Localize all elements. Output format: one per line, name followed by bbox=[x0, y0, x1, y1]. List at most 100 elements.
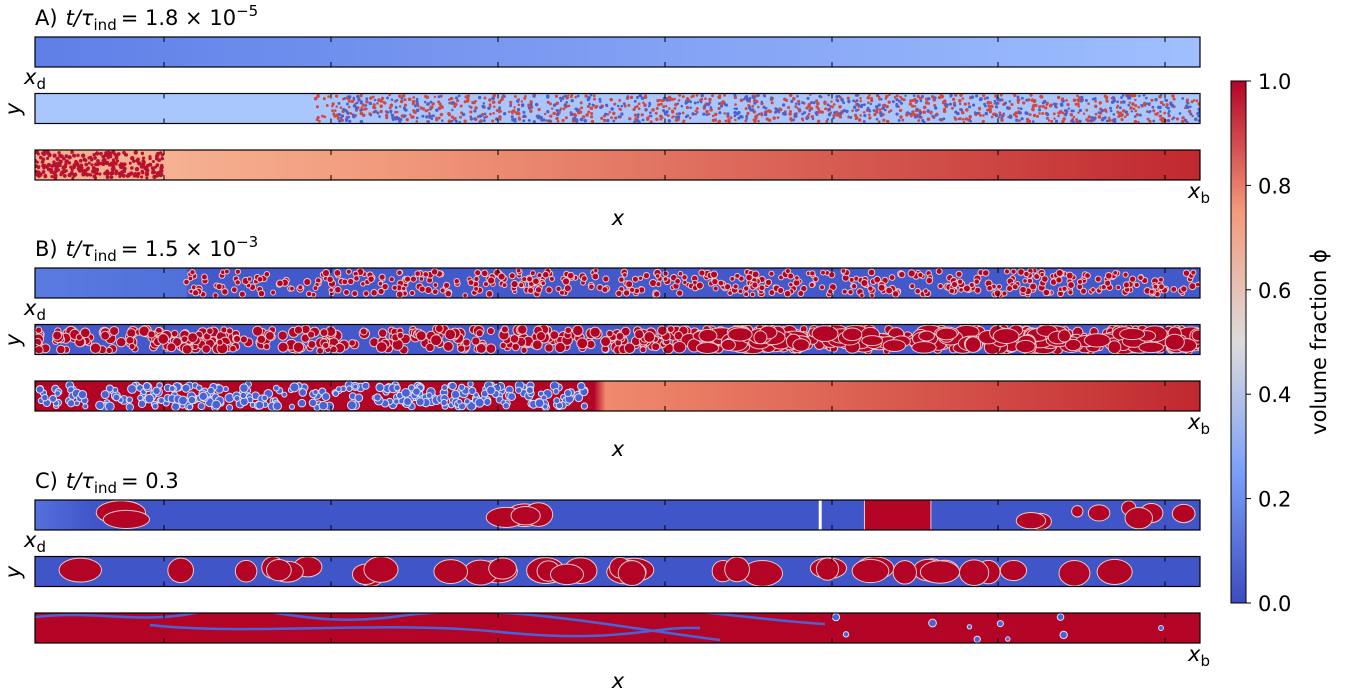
droplet bbox=[662, 96, 667, 101]
droplet bbox=[835, 114, 838, 117]
droplet bbox=[323, 115, 327, 119]
droplet bbox=[1158, 283, 1165, 291]
droplet bbox=[837, 94, 841, 98]
droplet bbox=[513, 106, 516, 109]
droplet bbox=[723, 93, 727, 97]
droplet bbox=[450, 101, 455, 105]
droplet bbox=[1172, 116, 1176, 120]
droplet bbox=[574, 95, 577, 99]
droplet bbox=[589, 106, 594, 111]
droplet bbox=[649, 120, 653, 124]
droplet bbox=[1066, 102, 1070, 107]
droplet bbox=[978, 98, 982, 102]
droplet bbox=[961, 110, 965, 115]
droplet bbox=[895, 112, 899, 116]
droplet bbox=[811, 325, 839, 343]
droplet bbox=[415, 99, 419, 103]
droplet bbox=[137, 399, 147, 409]
droplet bbox=[423, 100, 427, 104]
droplet bbox=[1089, 119, 1093, 122]
droplet bbox=[492, 112, 495, 115]
droplet bbox=[906, 111, 910, 114]
droplet bbox=[801, 119, 805, 122]
droplet bbox=[863, 113, 867, 118]
droplet bbox=[667, 114, 670, 117]
droplet bbox=[979, 114, 982, 117]
droplet bbox=[580, 275, 588, 283]
droplet bbox=[1018, 119, 1021, 123]
droplet bbox=[794, 105, 798, 109]
droplet bbox=[869, 292, 875, 298]
droplet bbox=[659, 102, 663, 106]
droplet bbox=[416, 102, 420, 106]
droplet bbox=[409, 113, 412, 116]
droplet bbox=[463, 100, 467, 104]
droplet bbox=[1022, 101, 1026, 105]
droplet bbox=[608, 110, 612, 114]
droplet bbox=[897, 119, 901, 122]
droplet bbox=[345, 119, 348, 123]
droplet bbox=[686, 97, 689, 100]
droplet bbox=[105, 175, 110, 180]
droplet bbox=[745, 117, 748, 120]
droplet bbox=[52, 330, 63, 341]
droplet bbox=[95, 400, 105, 411]
droplet bbox=[380, 96, 385, 101]
droplet bbox=[580, 402, 589, 410]
droplet bbox=[859, 292, 865, 298]
droplet bbox=[1074, 102, 1078, 106]
droplet bbox=[1006, 285, 1014, 293]
droplet bbox=[1027, 119, 1032, 123]
droplet bbox=[745, 273, 753, 282]
droplet bbox=[604, 112, 608, 116]
droplet bbox=[509, 104, 512, 108]
droplet bbox=[676, 115, 681, 119]
droplet bbox=[783, 289, 792, 298]
droplet bbox=[379, 99, 383, 103]
droplet bbox=[491, 96, 495, 101]
droplet bbox=[545, 286, 553, 294]
strip bbox=[35, 150, 1200, 180]
droplet bbox=[628, 117, 632, 121]
droplet bbox=[677, 99, 681, 102]
droplet bbox=[682, 279, 688, 286]
droplet bbox=[381, 282, 389, 291]
droplet bbox=[373, 106, 377, 110]
droplet bbox=[774, 110, 778, 114]
droplet bbox=[375, 383, 385, 393]
droplet bbox=[1028, 113, 1032, 117]
droplet bbox=[964, 336, 982, 353]
droplet bbox=[529, 103, 533, 107]
droplet bbox=[922, 120, 926, 124]
droplet bbox=[901, 118, 905, 122]
droplet bbox=[130, 155, 135, 161]
droplet bbox=[925, 276, 934, 285]
droplet bbox=[1197, 107, 1200, 111]
droplet bbox=[860, 103, 864, 107]
droplet bbox=[1138, 94, 1141, 98]
droplet bbox=[598, 97, 602, 101]
droplet bbox=[529, 270, 536, 277]
droplet bbox=[532, 277, 540, 286]
droplet bbox=[720, 338, 736, 351]
droplet bbox=[729, 116, 733, 120]
droplet bbox=[1166, 119, 1171, 123]
droplet bbox=[882, 103, 886, 108]
droplet bbox=[665, 98, 669, 102]
droplet bbox=[456, 99, 460, 103]
droplet bbox=[682, 120, 685, 124]
droplet bbox=[430, 334, 443, 347]
droplet bbox=[922, 110, 926, 115]
droplet bbox=[970, 95, 975, 99]
droplet bbox=[541, 270, 550, 279]
droplet bbox=[403, 114, 407, 118]
droplet bbox=[588, 102, 591, 106]
droplet bbox=[1121, 113, 1124, 116]
droplet bbox=[211, 399, 222, 410]
droplet bbox=[638, 93, 643, 98]
droplet bbox=[140, 151, 145, 156]
droplet bbox=[393, 398, 400, 405]
droplet bbox=[695, 281, 704, 290]
droplet bbox=[1016, 98, 1021, 102]
droplet bbox=[481, 104, 485, 109]
